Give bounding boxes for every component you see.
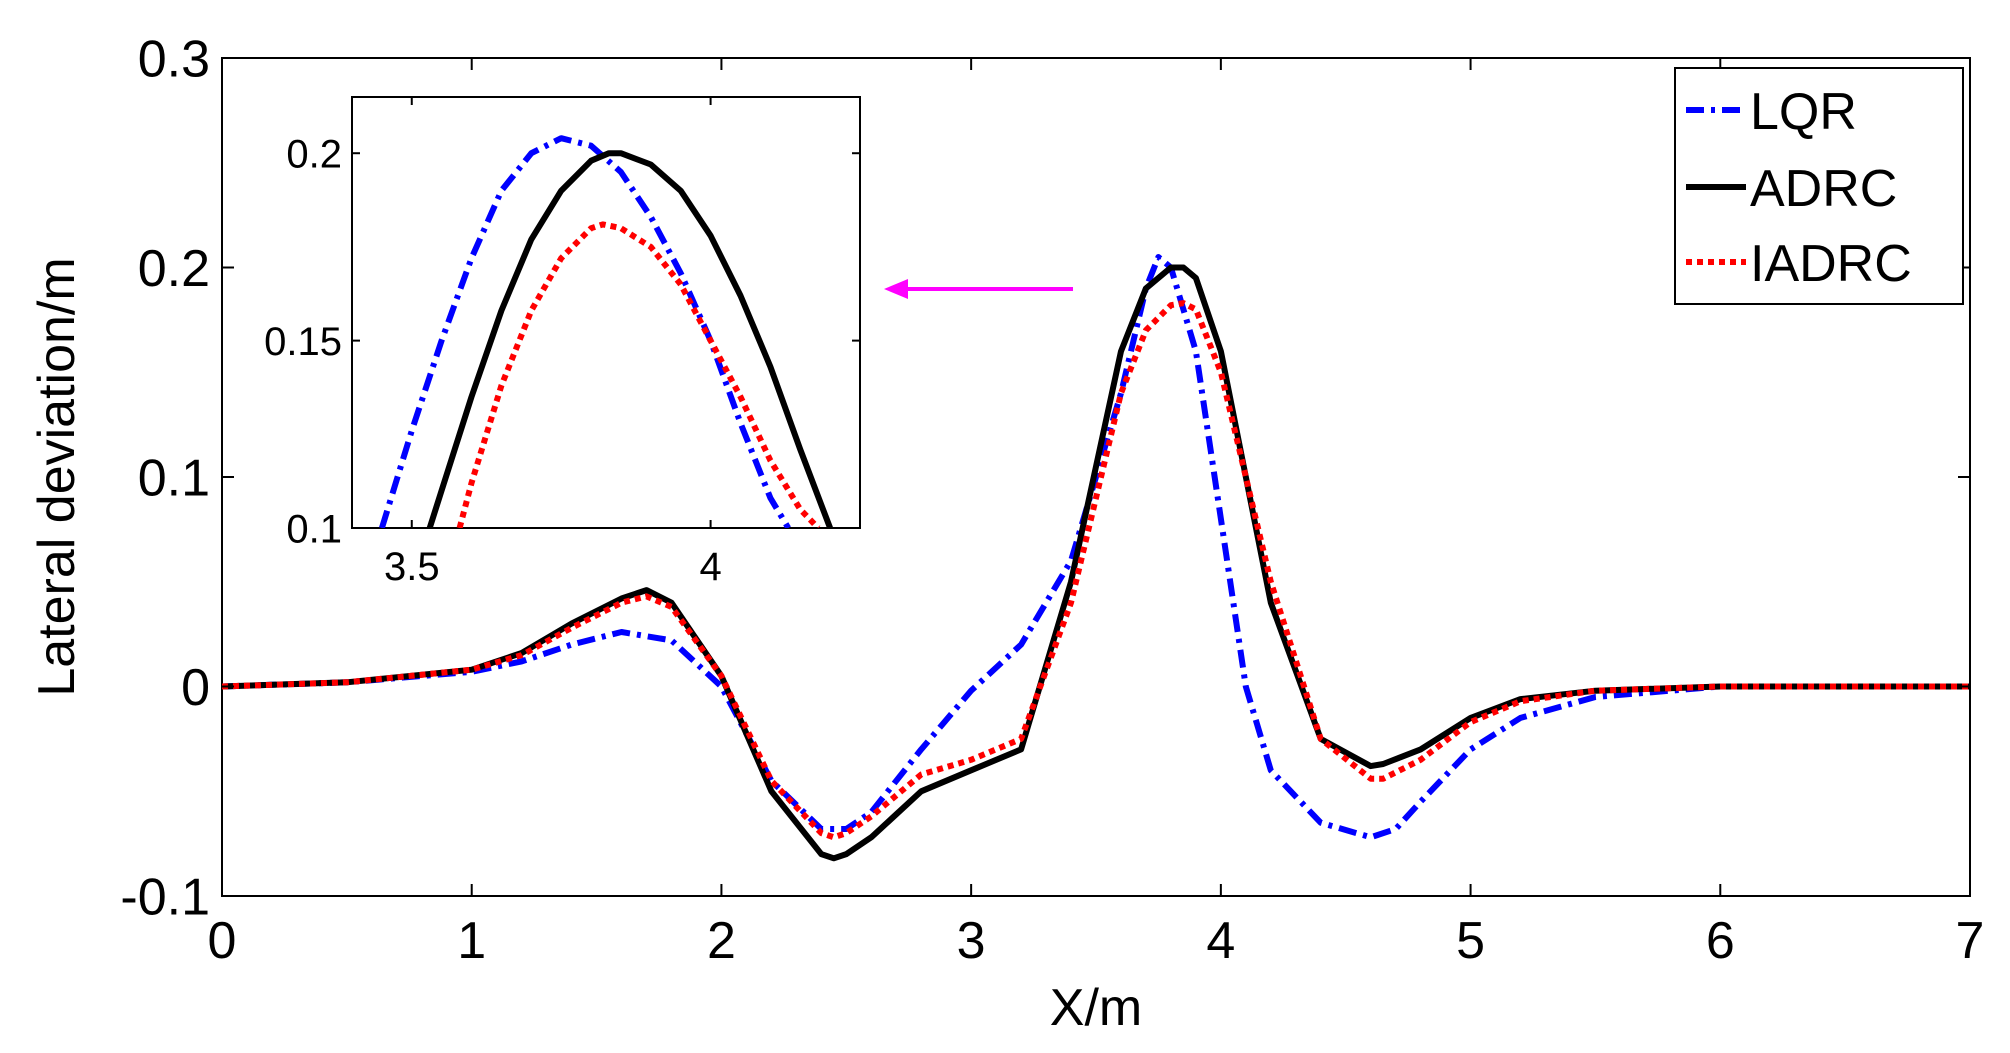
- inset-y-tick-label: 0.2: [286, 133, 342, 177]
- main-series-line-iadrc: [222, 300, 1970, 841]
- main-x-tick-label: 4: [1206, 912, 1235, 970]
- main-x-tick-label: 2: [707, 912, 736, 970]
- zoom-arrow-head: [884, 279, 908, 299]
- main-y-tick-label: -0.1: [120, 869, 210, 927]
- main-x-axis: 0 1 2 3 4 5 6 7: [208, 58, 1985, 970]
- inset-plot-frame: [351, 96, 861, 529]
- main-x-tick-label: 5: [1456, 912, 1485, 970]
- y-axis-label: Lateral deviation/m: [28, 257, 86, 696]
- zoom-arrow: [884, 279, 1073, 299]
- inset-y-tick-label: 0.15: [264, 320, 342, 364]
- legend-item-iadrc: IADRC: [1686, 235, 1912, 293]
- main-y-tick-label: 0.1: [138, 450, 210, 508]
- main-series-line-lqr: [222, 254, 1970, 841]
- inset-plot: 3.5 4 0.10.150.2: [264, 96, 861, 589]
- main-x-tick-label: 3: [957, 912, 986, 970]
- inset-series-line-iadrc: [456, 221, 821, 528]
- main-series-line-adrc: [222, 264, 1970, 862]
- legend-label-lqr: LQR: [1750, 83, 1857, 141]
- main-x-tick-label: 1: [457, 912, 486, 970]
- inset-x-axis: 3.5 4: [384, 97, 722, 589]
- inset-y-axis: 0.1 0.15 0.2: [264, 133, 860, 551]
- legend-label-adrc: ADRC: [1750, 160, 1897, 218]
- inset-series-line-adrc: [426, 150, 833, 528]
- main-series-group: [222, 254, 1970, 862]
- main-y-axis: -0.1 0 0.1 0.2 0.3: [120, 31, 1970, 927]
- x-axis-label: X/m: [1050, 979, 1142, 1037]
- inset-series-line-lqr: [379, 135, 791, 528]
- main-x-tick-label: 7: [1956, 912, 1985, 970]
- main-y-tick-label: 0: [181, 659, 210, 717]
- inset-y-tick-label: 0.1: [286, 507, 342, 551]
- legend: LQR ADRC IADRC: [1674, 67, 1964, 305]
- main-x-tick-label: 6: [1706, 912, 1735, 970]
- inset-x-tick-label: 4: [699, 545, 721, 589]
- main-x-tick-label: 0: [208, 912, 237, 970]
- main-y-tick-label: 0.2: [138, 240, 210, 298]
- legend-item-lqr: LQR: [1686, 83, 1857, 141]
- inset-series-group: [379, 135, 833, 528]
- inset-x-tick-label: 3.5: [384, 545, 440, 589]
- legend-item-adrc: ADRC: [1686, 160, 1897, 218]
- main-y-tick-label: 0.3: [138, 31, 210, 89]
- legend-label-iadrc: IADRC: [1750, 235, 1912, 293]
